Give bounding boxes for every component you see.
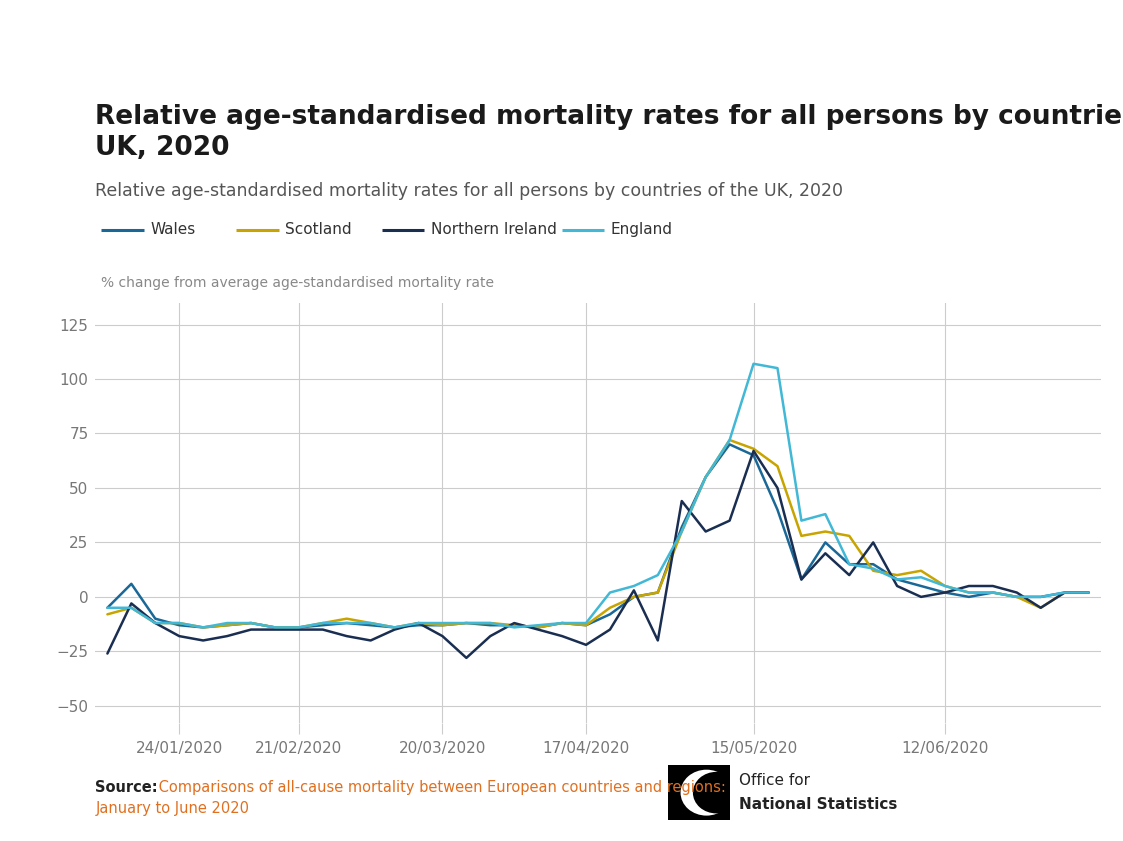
Text: Comparisons of all-cause mortality between European countries and regions:: Comparisons of all-cause mortality betwe…	[154, 780, 725, 795]
Text: Wales: Wales	[150, 222, 195, 237]
Circle shape	[693, 772, 740, 813]
Text: % change from average age-standardised mortality rate: % change from average age-standardised m…	[101, 276, 494, 290]
Circle shape	[681, 770, 732, 816]
Text: England: England	[611, 222, 673, 237]
Text: Northern Ireland: Northern Ireland	[431, 222, 557, 237]
Text: Scotland: Scotland	[285, 222, 351, 237]
Text: January to June 2020: January to June 2020	[95, 801, 249, 816]
Text: National Statistics: National Statistics	[739, 796, 897, 812]
Text: Office for: Office for	[739, 773, 810, 788]
Text: Relative age-standardised mortality rates for all persons by countries of the UK: Relative age-standardised mortality rate…	[95, 182, 843, 200]
FancyBboxPatch shape	[668, 765, 730, 820]
Text: Relative age-standardised mortality rates for all persons by countries of the
UK: Relative age-standardised mortality rate…	[95, 104, 1123, 161]
Text: Source:: Source:	[95, 780, 158, 795]
